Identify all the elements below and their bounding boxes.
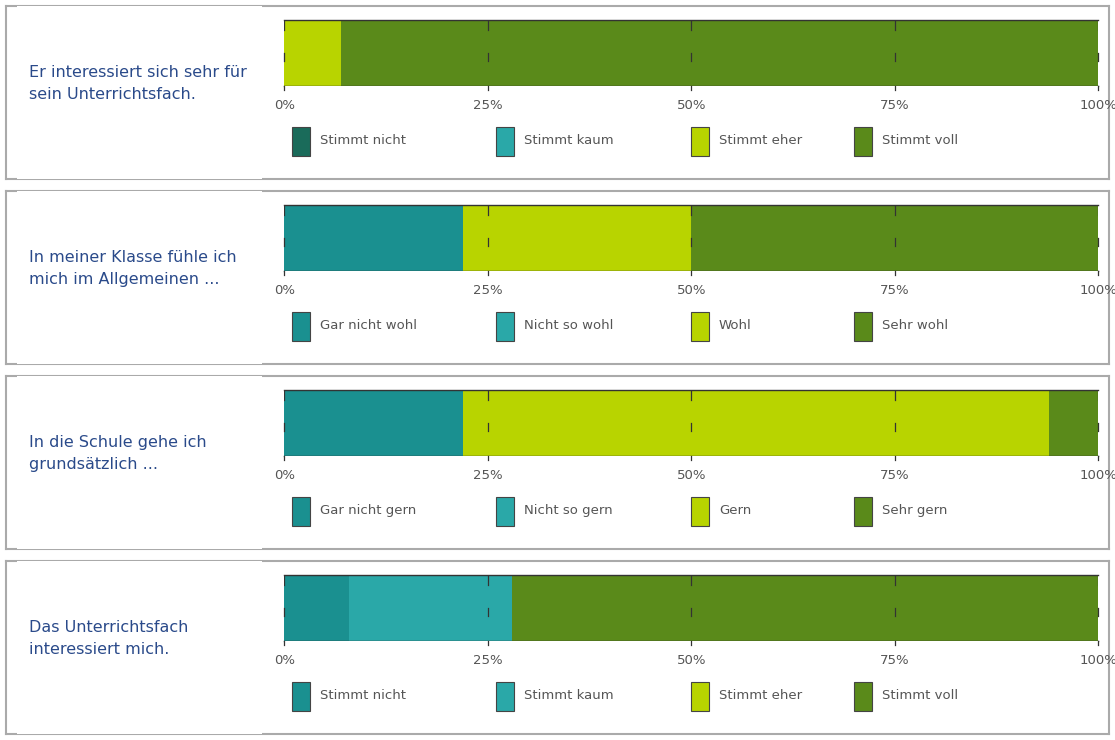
Text: 75%: 75%: [880, 284, 910, 297]
Bar: [284, 390, 464, 456]
Text: 25%: 25%: [473, 284, 503, 297]
Text: 50%: 50%: [677, 99, 706, 112]
Bar: [464, 390, 1049, 456]
Text: 50%: 50%: [677, 284, 706, 297]
Bar: [292, 497, 310, 525]
Text: 0%: 0%: [274, 99, 294, 112]
Text: 75%: 75%: [880, 469, 910, 482]
Bar: [292, 127, 310, 155]
Text: Sehr gern: Sehr gern: [882, 505, 947, 517]
Text: 0%: 0%: [274, 469, 294, 482]
Bar: [496, 127, 514, 155]
Bar: [496, 312, 514, 340]
Bar: [691, 497, 709, 525]
Text: 25%: 25%: [473, 99, 503, 112]
Text: Das Unterrichtsfach
interessiert mich.: Das Unterrichtsfach interessiert mich.: [29, 620, 188, 657]
Bar: [496, 497, 514, 525]
Text: Stimmt nicht: Stimmt nicht: [320, 690, 406, 702]
Text: 25%: 25%: [473, 469, 503, 482]
Bar: [284, 575, 349, 641]
Text: 100%: 100%: [1079, 469, 1115, 482]
Bar: [1049, 390, 1098, 456]
Bar: [691, 127, 709, 155]
Bar: [854, 312, 872, 340]
Text: 50%: 50%: [677, 469, 706, 482]
Text: Stimmt voll: Stimmt voll: [882, 135, 958, 147]
Text: Stimmt kaum: Stimmt kaum: [524, 690, 613, 702]
Text: Er interessiert sich sehr für
sein Unterrichtsfach.: Er interessiert sich sehr für sein Unter…: [29, 65, 246, 102]
Text: Sehr wohl: Sehr wohl: [882, 320, 948, 332]
Bar: [854, 497, 872, 525]
Text: In die Schule gehe ich
grundsätzlich ...: In die Schule gehe ich grundsätzlich ...: [29, 435, 206, 472]
Text: Stimmt eher: Stimmt eher: [719, 690, 802, 702]
Text: Stimmt nicht: Stimmt nicht: [320, 135, 406, 147]
Text: Gar nicht gern: Gar nicht gern: [320, 505, 416, 517]
Text: Gern: Gern: [719, 505, 752, 517]
Text: 75%: 75%: [880, 654, 910, 667]
Text: 0%: 0%: [274, 654, 294, 667]
Bar: [284, 20, 341, 86]
Bar: [691, 312, 709, 340]
Bar: [854, 682, 872, 710]
Bar: [292, 312, 310, 340]
Bar: [496, 682, 514, 710]
Bar: [464, 205, 691, 271]
Text: In meiner Klasse fühle ich
mich im Allgemeinen ...: In meiner Klasse fühle ich mich im Allge…: [29, 250, 236, 287]
Text: Gar nicht wohl: Gar nicht wohl: [320, 320, 417, 332]
Text: 75%: 75%: [880, 99, 910, 112]
Text: 100%: 100%: [1079, 99, 1115, 112]
Text: Wohl: Wohl: [719, 320, 752, 332]
Bar: [854, 127, 872, 155]
Text: Stimmt kaum: Stimmt kaum: [524, 135, 613, 147]
Bar: [284, 205, 464, 271]
Text: 0%: 0%: [274, 284, 294, 297]
Bar: [691, 205, 1098, 271]
Text: 100%: 100%: [1079, 654, 1115, 667]
Text: 25%: 25%: [473, 654, 503, 667]
Bar: [292, 682, 310, 710]
Text: 50%: 50%: [677, 654, 706, 667]
Text: Stimmt voll: Stimmt voll: [882, 690, 958, 702]
Text: Stimmt eher: Stimmt eher: [719, 135, 802, 147]
Bar: [512, 575, 1098, 641]
Text: Nicht so gern: Nicht so gern: [524, 505, 612, 517]
Text: 100%: 100%: [1079, 284, 1115, 297]
Bar: [691, 682, 709, 710]
Bar: [349, 575, 512, 641]
Text: Nicht so wohl: Nicht so wohl: [524, 320, 613, 332]
